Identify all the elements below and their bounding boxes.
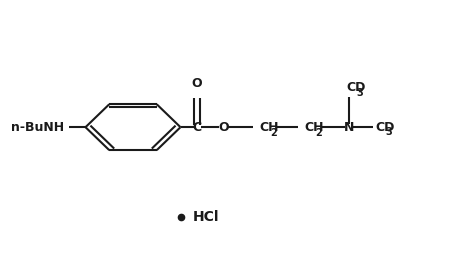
Text: 3: 3 bbox=[357, 88, 363, 98]
Text: 2: 2 bbox=[315, 127, 322, 138]
Text: CH: CH bbox=[259, 121, 278, 134]
Text: 3: 3 bbox=[385, 127, 392, 137]
Text: CD: CD bbox=[347, 81, 366, 94]
Text: CH: CH bbox=[304, 121, 323, 134]
Text: n-BuNH: n-BuNH bbox=[11, 121, 64, 134]
Text: N: N bbox=[344, 121, 354, 134]
Text: 2: 2 bbox=[270, 127, 276, 138]
Text: HCl: HCl bbox=[192, 210, 219, 224]
Text: CD: CD bbox=[375, 121, 395, 134]
Text: C: C bbox=[192, 121, 202, 134]
Text: O: O bbox=[192, 77, 202, 90]
Text: O: O bbox=[218, 121, 228, 134]
